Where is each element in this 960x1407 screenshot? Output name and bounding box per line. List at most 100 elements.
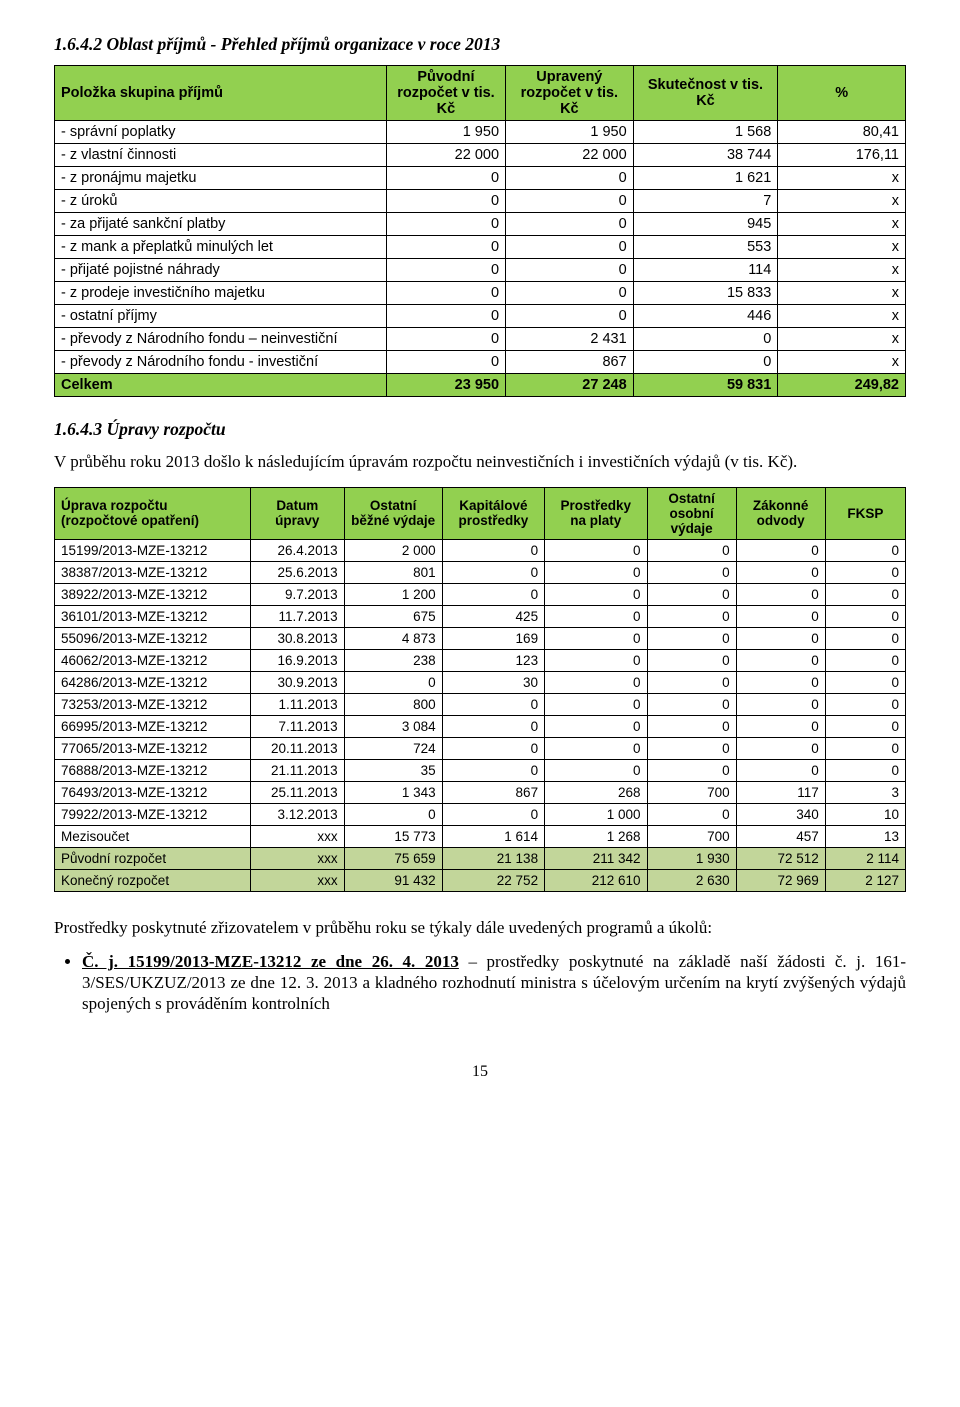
table-row: - správní poplatky1 9501 9501 56880,41 bbox=[55, 121, 906, 144]
cell: 0 bbox=[386, 167, 505, 190]
cell: 13 bbox=[825, 825, 905, 847]
row-label: - za přijaté sankční platby bbox=[55, 213, 387, 236]
cell: 0 bbox=[545, 693, 647, 715]
cell: 0 bbox=[442, 539, 544, 561]
cell: 0 bbox=[506, 236, 634, 259]
cell: x bbox=[778, 236, 906, 259]
table-row: 36101/2013-MZE-1321211.7.20136754250000 bbox=[55, 605, 906, 627]
cell: 7.11.2013 bbox=[251, 715, 345, 737]
row-label: - z prodeje investičního majetku bbox=[55, 282, 387, 305]
col-header: % bbox=[778, 66, 906, 121]
table-row: 55096/2013-MZE-1321230.8.20134 873169000… bbox=[55, 627, 906, 649]
cell: 0 bbox=[647, 561, 736, 583]
cell: 80,41 bbox=[778, 121, 906, 144]
table-row: - za přijaté sankční platby00945x bbox=[55, 213, 906, 236]
cell: 117 bbox=[736, 781, 825, 803]
table-row: - z mank a přeplatků minulých let00553x bbox=[55, 236, 906, 259]
cell: 25.6.2013 bbox=[251, 561, 345, 583]
cell: 0 bbox=[545, 561, 647, 583]
cell: 0 bbox=[386, 259, 505, 282]
cell: xxx bbox=[251, 869, 345, 891]
cell: x bbox=[778, 328, 906, 351]
bullet-ref: Č. j. 15199/2013-MZE-13212 ze dne 26. 4.… bbox=[82, 952, 459, 971]
cell: 0 bbox=[344, 803, 442, 825]
row-label: - z pronájmu majetku bbox=[55, 167, 387, 190]
col-header: Prostředky na platy bbox=[545, 487, 647, 539]
cell: 0 bbox=[386, 305, 505, 328]
cell: 15199/2013-MZE-13212 bbox=[55, 539, 251, 561]
table-row: 77065/2013-MZE-1321220.11.201372400000 bbox=[55, 737, 906, 759]
cell: 1 930 bbox=[647, 847, 736, 869]
cell: 675 bbox=[344, 605, 442, 627]
cell: 0 bbox=[442, 759, 544, 781]
cell: 36101/2013-MZE-13212 bbox=[55, 605, 251, 627]
cell: 2 114 bbox=[825, 847, 905, 869]
cell: 0 bbox=[386, 351, 505, 374]
cell: 0 bbox=[647, 715, 736, 737]
cell: 76888/2013-MZE-13212 bbox=[55, 759, 251, 781]
cell: x bbox=[778, 305, 906, 328]
cell: 30.8.2013 bbox=[251, 627, 345, 649]
cell: 15 773 bbox=[344, 825, 442, 847]
budget-table: Úprava rozpočtu (rozpočtové opatření) Da… bbox=[54, 487, 906, 892]
cell: 73253/2013-MZE-13212 bbox=[55, 693, 251, 715]
cell: 0 bbox=[506, 259, 634, 282]
cell: 212 610 bbox=[545, 869, 647, 891]
cell: 800 bbox=[344, 693, 442, 715]
cell: 1 621 bbox=[633, 167, 778, 190]
cell: 0 bbox=[825, 627, 905, 649]
cell: 75 659 bbox=[344, 847, 442, 869]
cell: 0 bbox=[506, 190, 634, 213]
col-header: Ostatní běžné výdaje bbox=[344, 487, 442, 539]
row-label: - převody z Národního fondu – neinvestič… bbox=[55, 328, 387, 351]
cell: x bbox=[778, 282, 906, 305]
table-header-row: Úprava rozpočtu (rozpočtové opatření) Da… bbox=[55, 487, 906, 539]
list-item: Č. j. 15199/2013-MZE-13212 ze dne 26. 4.… bbox=[82, 952, 906, 1014]
cell: 0 bbox=[825, 605, 905, 627]
cell: 0 bbox=[647, 605, 736, 627]
cell: 0 bbox=[386, 236, 505, 259]
cell: 249,82 bbox=[778, 374, 906, 397]
cell: x bbox=[778, 213, 906, 236]
cell: 10 bbox=[825, 803, 905, 825]
cell: 3 084 bbox=[344, 715, 442, 737]
cell: 0 bbox=[647, 693, 736, 715]
cell: 0 bbox=[545, 737, 647, 759]
cell: 0 bbox=[647, 803, 736, 825]
cell: 2 431 bbox=[506, 328, 634, 351]
col-header: Původní rozpočet v tis. Kč bbox=[386, 66, 505, 121]
cell: 945 bbox=[633, 213, 778, 236]
cell: 0 bbox=[442, 737, 544, 759]
cell: 0 bbox=[647, 583, 736, 605]
cell: 0 bbox=[442, 583, 544, 605]
cell: 22 000 bbox=[506, 144, 634, 167]
cell: 30 bbox=[442, 671, 544, 693]
cell: 0 bbox=[633, 351, 778, 374]
col-header: Zákonné odvody bbox=[736, 487, 825, 539]
cell: 0 bbox=[647, 759, 736, 781]
cell: 0 bbox=[545, 583, 647, 605]
cell: 176,11 bbox=[778, 144, 906, 167]
cell: 169 bbox=[442, 627, 544, 649]
cell: 0 bbox=[647, 649, 736, 671]
col-header: Datum úpravy bbox=[251, 487, 345, 539]
cell: 3.12.2013 bbox=[251, 803, 345, 825]
cell: 0 bbox=[633, 328, 778, 351]
cell: 0 bbox=[545, 649, 647, 671]
cell: Mezisoučet bbox=[55, 825, 251, 847]
cell: 114 bbox=[633, 259, 778, 282]
col-header: Úprava rozpočtu (rozpočtové opatření) bbox=[55, 487, 251, 539]
table-row: 15199/2013-MZE-1321226.4.20132 00000000 bbox=[55, 539, 906, 561]
cell: 15 833 bbox=[633, 282, 778, 305]
cell: 0 bbox=[825, 649, 905, 671]
cell: 21 138 bbox=[442, 847, 544, 869]
table-row: 64286/2013-MZE-1321230.9.20130300000 bbox=[55, 671, 906, 693]
cell: x bbox=[778, 167, 906, 190]
cell: Konečný rozpočet bbox=[55, 869, 251, 891]
total-row: Celkem23 95027 24859 831249,82 bbox=[55, 374, 906, 397]
cell: 1 000 bbox=[545, 803, 647, 825]
cell: 0 bbox=[825, 583, 905, 605]
cell: 0 bbox=[442, 803, 544, 825]
cell: x bbox=[778, 259, 906, 282]
table-row: Mezisoučetxxx15 7731 6141 26870045713 bbox=[55, 825, 906, 847]
